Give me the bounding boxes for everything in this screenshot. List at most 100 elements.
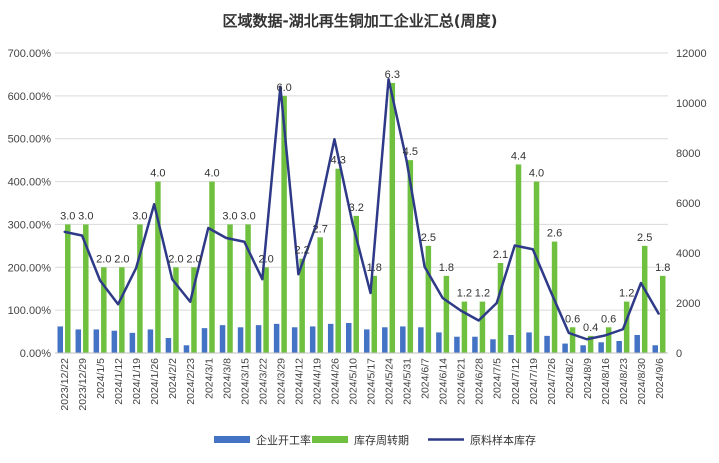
line-point [135, 267, 137, 269]
data-label: 0.4 [583, 322, 598, 334]
data-label: 4.0 [529, 168, 544, 180]
bar-utilization [129, 332, 136, 353]
line-point [640, 282, 642, 284]
bar-turnover [173, 267, 179, 353]
line-point [315, 223, 318, 225]
data-label: 2.5 [421, 232, 436, 244]
data-label: 4.0 [204, 168, 219, 180]
line-point [586, 338, 588, 340]
x-tick-label: 2024/8/16 [600, 358, 612, 405]
data-label: 4.5 [403, 146, 418, 158]
data-label: 6.0 [276, 82, 291, 94]
line-point [225, 237, 227, 239]
bar-utilization [327, 323, 334, 353]
bar-utilization [580, 345, 586, 353]
data-label: 3.0 [222, 210, 237, 222]
line-point [63, 231, 65, 233]
data-label: 3.0 [240, 210, 255, 222]
line-point [550, 291, 552, 293]
line-point [81, 234, 83, 237]
line-point [478, 319, 480, 322]
bar-utilization [508, 335, 514, 353]
legend: 企业开工率 库存周转期 原料样本库存 [214, 433, 536, 447]
x-tick-label: 2024/8/30 [636, 358, 648, 405]
line-point [369, 292, 372, 294]
bar-turnover [497, 263, 504, 353]
right-tick-label: 0 [676, 348, 682, 360]
x-tick-label: 2024/7/5 [492, 358, 504, 399]
right-tick-label: 6000 [676, 198, 700, 210]
x-tick-label: 2024/3/1 [203, 358, 215, 399]
x-tick-label: 2023/12/22 [59, 358, 71, 411]
bar-utilization [598, 342, 604, 353]
x-tick-label: 2024/6/21 [456, 358, 468, 405]
bar-utilization [562, 343, 568, 353]
bar-utilization [309, 326, 316, 353]
legend-label: 库存周转期 [354, 433, 409, 447]
left-tick-label: 500.00% [8, 134, 52, 146]
x-tick-label: 2024/6/14 [438, 358, 450, 405]
left-tick-label: 400.00% [8, 177, 52, 189]
bar-turnover [263, 267, 269, 353]
data-label: 2.1 [493, 249, 508, 261]
line-point [424, 266, 426, 268]
left-tick-label: 200.00% [8, 262, 52, 274]
right-tick-label: 2000 [676, 298, 700, 310]
x-tick-label: 2023/12/29 [77, 358, 89, 411]
legend-label: 企业开工率 [256, 433, 311, 447]
line-series [63, 78, 661, 341]
x-tick-label: 2024/2/2 [167, 358, 179, 399]
left-tick-label: 0.00% [20, 348, 51, 360]
line-point [261, 278, 263, 280]
line-point [243, 241, 245, 243]
bar-utilization [436, 332, 442, 353]
data-label: 3.0 [60, 210, 75, 222]
bar-utilization [652, 345, 658, 353]
bar-utilization [454, 336, 460, 353]
bar-turnover [209, 181, 215, 353]
left-axis-ticks: 0.00% 100.00% 200.00% 300.00% 400.00% 500.00%… [8, 48, 52, 360]
x-tick-label: 2024/6/7 [420, 358, 432, 399]
data-label: 2.0 [258, 253, 273, 265]
bar-turnover [299, 258, 305, 353]
bar-turnover [281, 95, 287, 353]
bar-turnover [65, 224, 71, 353]
line-point [568, 332, 570, 334]
bar-utilization [418, 327, 424, 353]
bar-turnover [191, 267, 197, 353]
data-label: 2.7 [313, 223, 328, 235]
bar-turnover [335, 168, 341, 353]
x-tick-label: 2024/8/2 [564, 358, 576, 399]
x-tick-label: 2024/3/29 [275, 358, 287, 405]
line-point [442, 297, 444, 299]
data-label: 0.6 [565, 313, 580, 325]
bar-utilization [526, 332, 532, 353]
line-point [604, 334, 606, 337]
bar-turnover [533, 181, 540, 353]
x-tick-label: 2024/7/26 [546, 358, 558, 405]
bar-utilization [75, 329, 82, 353]
bar-turnover [479, 301, 486, 353]
left-tick-label: 300.00% [8, 219, 52, 231]
data-label: 2.0 [114, 253, 129, 265]
bar-utilization [273, 323, 280, 353]
bar-turnover [605, 327, 612, 353]
bar-turnover [83, 224, 89, 353]
bar-turnover [389, 83, 396, 353]
data-label: 4.3 [331, 155, 346, 167]
bar-utilization [201, 328, 208, 353]
bar-utilization [544, 335, 550, 353]
x-tick-label: 2024/4/19 [311, 358, 323, 405]
x-tick-label: 2024/5/31 [402, 358, 414, 405]
x-tick-label: 2024/7/19 [528, 358, 540, 405]
line-point [460, 309, 462, 312]
left-tick-label: 600.00% [8, 91, 52, 103]
bar-turnover [227, 224, 233, 353]
data-label: 1.8 [655, 262, 670, 274]
x-tick-label: 2024/3/8 [221, 358, 233, 399]
data-label: 6.3 [385, 69, 400, 81]
line-point [351, 222, 354, 224]
line-point [171, 278, 173, 280]
bar-utilization [111, 330, 118, 353]
bar-turnover [155, 181, 161, 353]
